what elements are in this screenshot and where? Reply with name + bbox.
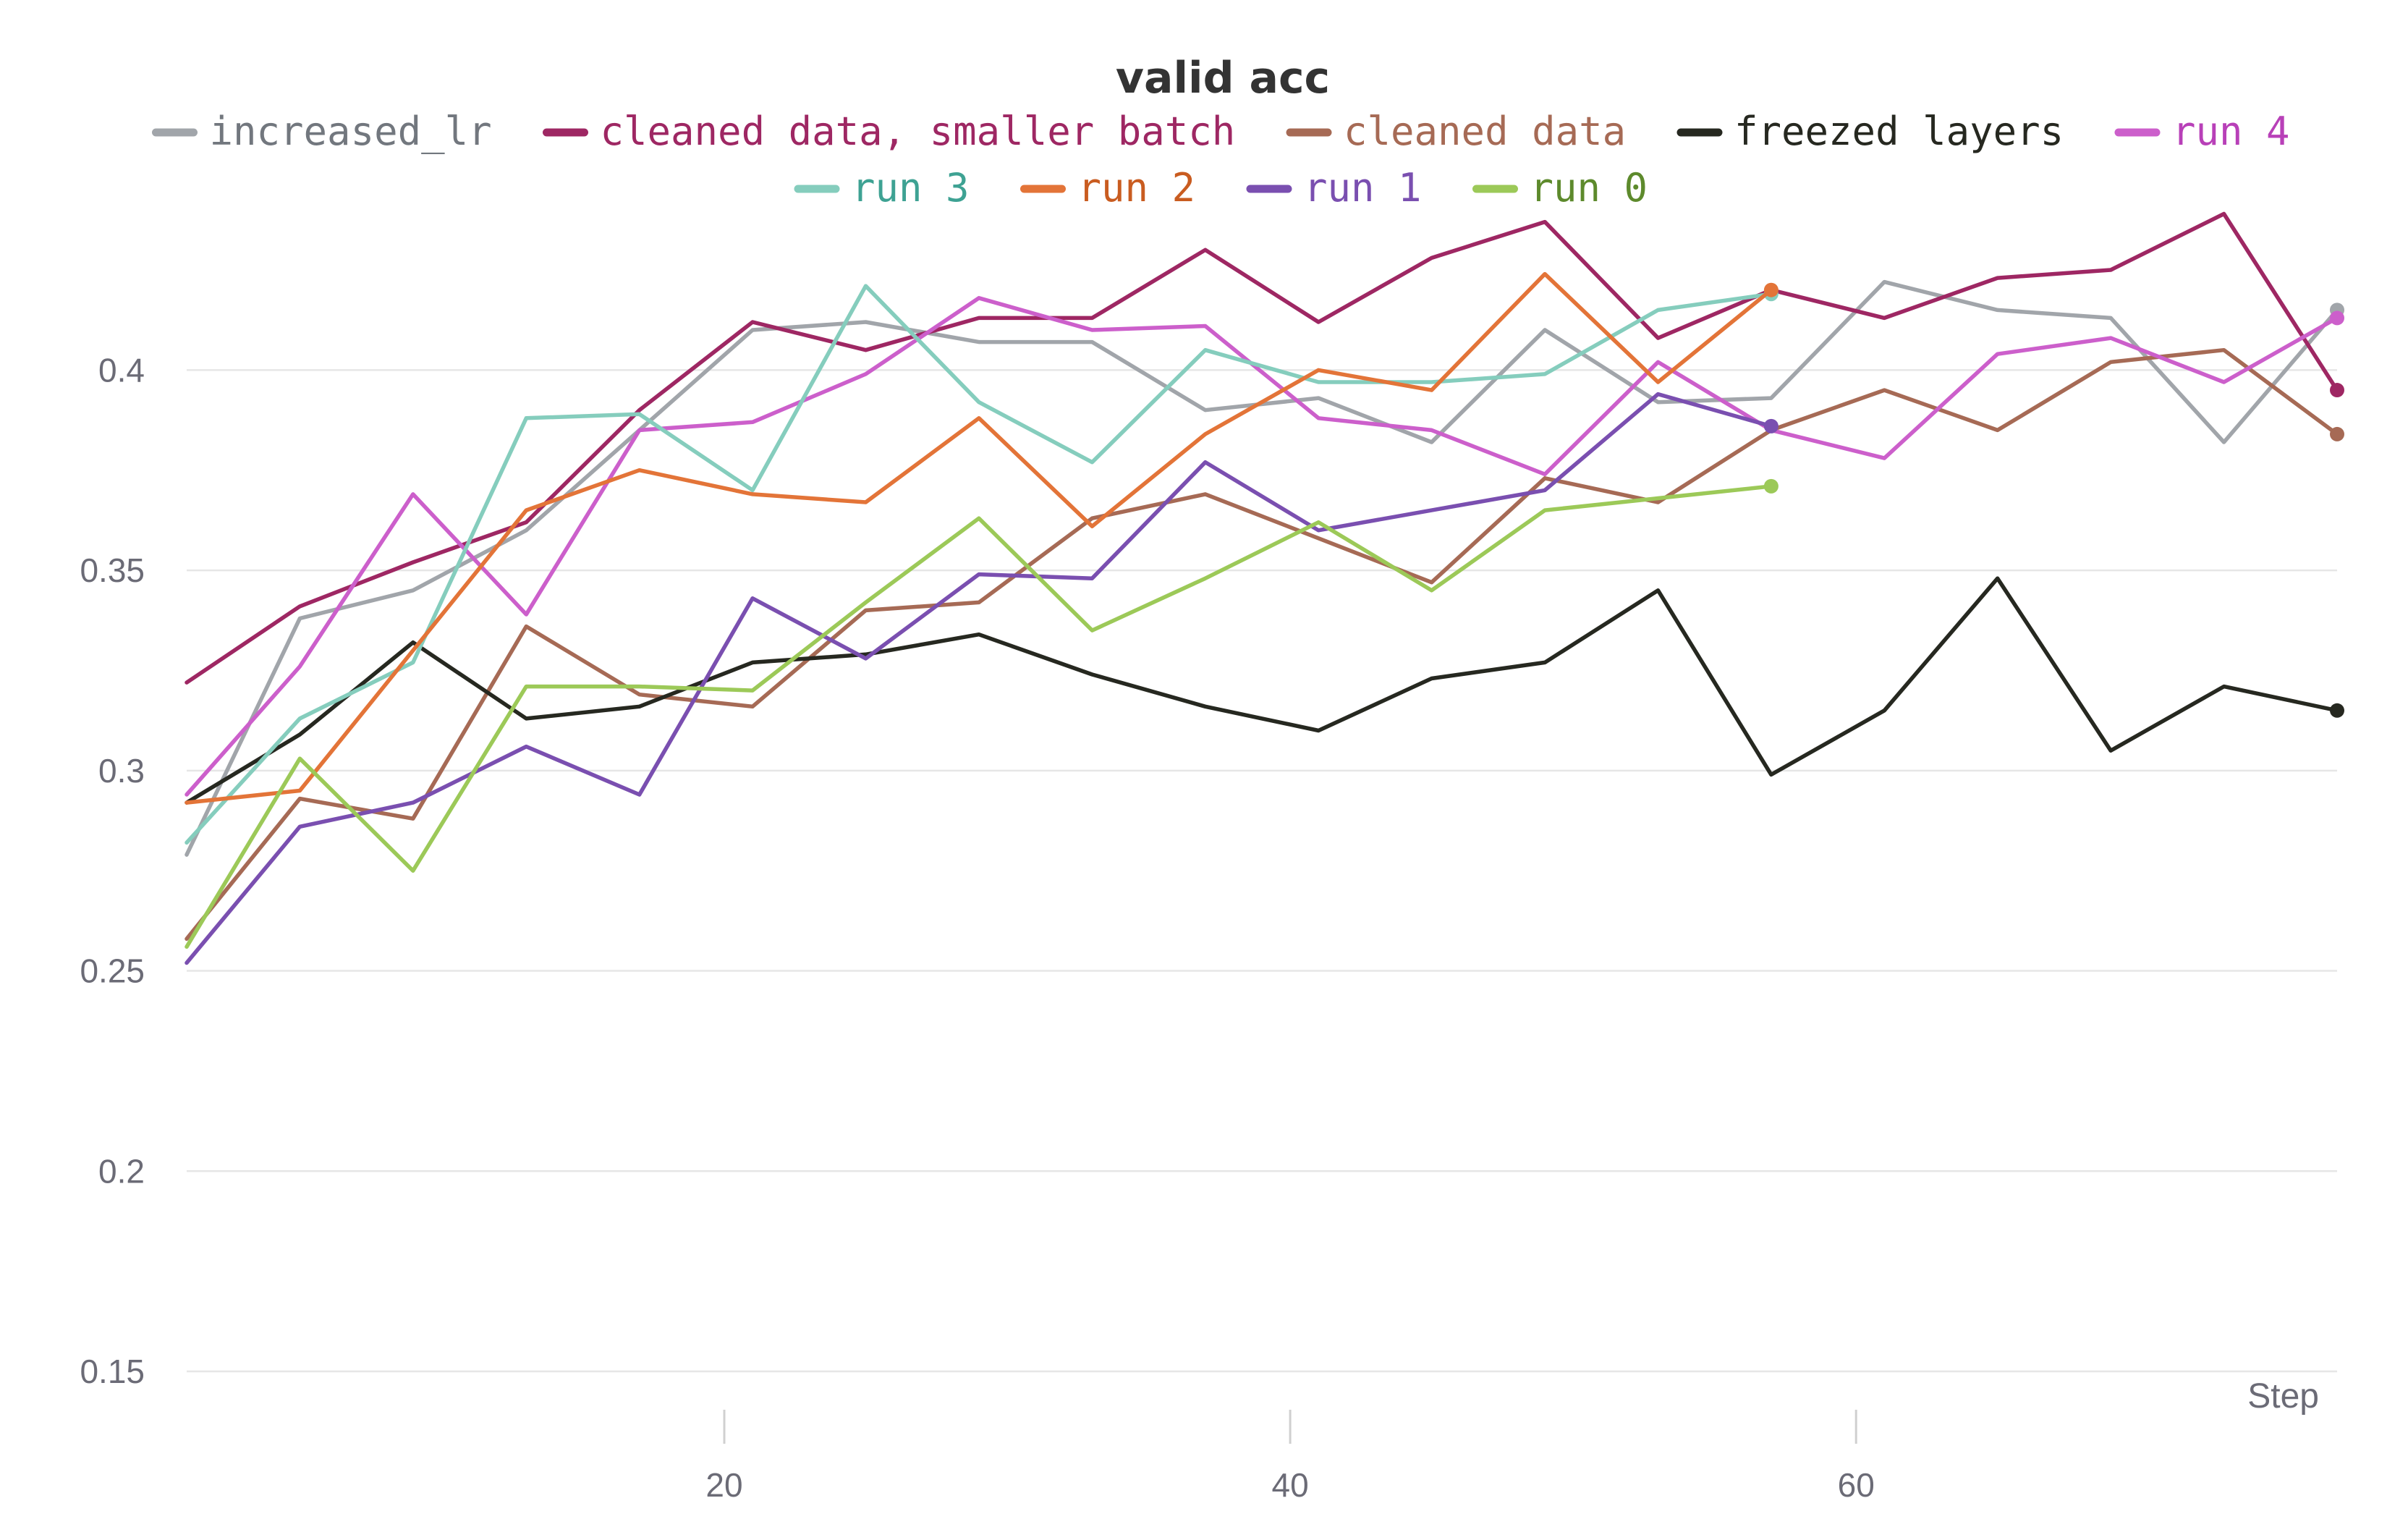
series-end-point — [2330, 703, 2344, 718]
y-tick-label: 0.3 — [98, 752, 145, 790]
x-tick-label: 20 — [705, 1466, 742, 1504]
legend-item[interactable]: cleaned data — [1286, 109, 1626, 154]
y-tick-label: 0.2 — [98, 1152, 145, 1190]
legend-item[interactable]: run 0 — [1472, 165, 1648, 211]
y-tick-label: 0.35 — [80, 551, 145, 589]
series-line — [185, 284, 1773, 845]
series-line — [185, 211, 2339, 685]
series-line — [185, 271, 1773, 805]
series-end-point — [2330, 426, 2344, 441]
x-axis: 20 40 60 — [705, 1410, 1875, 1504]
series-line — [185, 392, 1773, 965]
y-tick-label: 0.15 — [80, 1353, 145, 1390]
series-end-point — [2330, 310, 2344, 326]
legend-label: run 4 — [2172, 109, 2290, 154]
legend-label: run 2 — [1078, 165, 1196, 211]
x-tick-label: 40 — [1272, 1466, 1309, 1504]
legend: increased_lr cleaned data, smaller batch c… — [152, 109, 2290, 211]
legend-item[interactable]: run 1 — [1246, 165, 1422, 211]
x-axis-label: Step — [2247, 1377, 2319, 1416]
series-end-point — [1763, 478, 1779, 494]
legend-label: increased_lr — [210, 109, 492, 154]
legend-item[interactable]: run 2 — [1020, 165, 1196, 211]
y-tick-label: 0.4 — [98, 351, 145, 389]
legend-item[interactable]: cleaned data, smaller batch — [543, 109, 1236, 154]
series-end-point — [1763, 418, 1779, 433]
series-end-point — [2330, 383, 2344, 398]
series-line — [185, 484, 1773, 949]
legend-item[interactable]: increased_lr — [152, 109, 492, 154]
series-line — [185, 296, 2339, 797]
y-axis: 0.15 0.2 0.25 0.3 0.35 0.4 — [80, 351, 145, 1390]
series-end-point — [1763, 282, 1779, 297]
series-line — [185, 347, 2339, 942]
legend-label: freezed layers — [1734, 109, 2064, 154]
x-tick-label: 60 — [1838, 1466, 1875, 1504]
y-tick-label: 0.25 — [80, 952, 145, 990]
legend-label: cleaned data — [1344, 109, 1626, 154]
legend-item[interactable]: run 3 — [794, 165, 970, 211]
legend-label: cleaned data, smaller batch — [601, 109, 1236, 154]
legend-label: run 1 — [1304, 165, 1422, 211]
series-lines — [185, 211, 2344, 965]
legend-label: run 0 — [1530, 165, 1648, 211]
legend-item[interactable]: freezed layers — [1676, 109, 2064, 154]
legend-label: run 3 — [852, 165, 970, 211]
legend-item[interactable]: run 4 — [2114, 109, 2290, 154]
series-line — [185, 576, 2339, 805]
chart-title: valid acc — [1116, 53, 1330, 103]
grid — [187, 369, 2337, 1373]
